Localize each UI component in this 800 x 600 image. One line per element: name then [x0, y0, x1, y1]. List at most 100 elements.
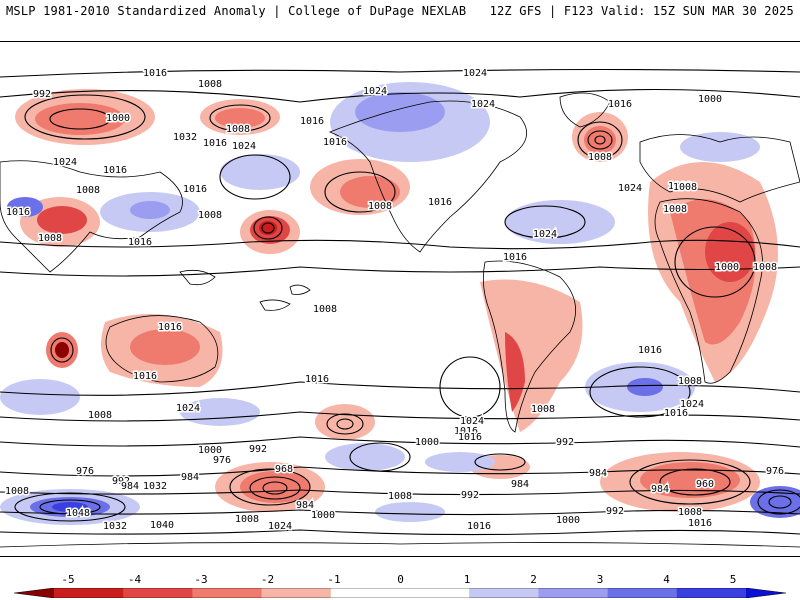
isobar-label: 976: [766, 466, 784, 477]
isobar-label: 992: [461, 490, 479, 501]
isobar-label: 1000: [311, 510, 335, 521]
isobar-label: 1008: [88, 410, 112, 421]
isobar-label: 1016: [638, 345, 662, 356]
anomaly-colorbar: [14, 588, 786, 598]
isobar-label: 1032: [103, 521, 127, 532]
isobar-label: 1008: [668, 181, 692, 192]
isobar-label: 1000: [556, 515, 580, 526]
colorbar-tick-label: -5: [61, 573, 75, 586]
isobar-label: 1008: [38, 233, 62, 244]
isobar-label: 1016: [183, 184, 207, 195]
isobar-label: 1040: [150, 520, 174, 531]
isobar-label: 1008: [753, 262, 777, 273]
map-title: MSLP 1981-2010 Standardized Anomaly | Co…: [6, 4, 467, 18]
isobar-label: 1024: [618, 183, 642, 194]
isobar-label: 1008: [678, 507, 702, 518]
isobar-label: 1024: [533, 229, 557, 240]
colorbar-segment: [330, 588, 401, 598]
isobar-label: 1016: [143, 68, 167, 79]
colorbar-tick-label: 2: [530, 573, 537, 586]
isobar-label: 1016: [467, 521, 491, 532]
isobar-label: 1032: [143, 481, 167, 492]
isobar-label: 992: [33, 89, 51, 100]
isobar-label: 1016: [454, 426, 478, 437]
isobar-label: 1016: [203, 138, 227, 149]
isobar-label: 1000: [715, 262, 739, 273]
isobar-label: 992: [249, 444, 267, 455]
isobar-label: 984: [121, 481, 139, 492]
isobar-label: 1024: [53, 157, 77, 168]
isobar-label: 1000: [698, 94, 722, 105]
isobar-label: 960: [696, 479, 714, 490]
isobar-label: 1016: [158, 322, 182, 333]
isobar-label: 1024: [232, 141, 256, 152]
coastlines: [0, 92, 800, 548]
isobar-label: 1000: [415, 437, 439, 448]
isobar-label: 984: [181, 472, 199, 483]
isobar-label: 1008: [76, 185, 100, 196]
colorbar-segment: [676, 588, 747, 598]
isobar-label: 1000: [198, 445, 222, 456]
isobar-label: 1016: [103, 165, 127, 176]
isobar-label: 1008: [368, 201, 392, 212]
isobar-label: 1016: [664, 408, 688, 419]
colorbar-tick-label: 4: [663, 573, 670, 586]
isobar-label: 1016: [305, 374, 329, 385]
isobar-label: 1024: [460, 416, 484, 427]
colorbar-tick-label: -3: [194, 573, 208, 586]
colorbar-segment: [192, 588, 263, 598]
colorbar-tick-label: -2: [260, 573, 275, 586]
isobar-label: 1024: [471, 99, 495, 110]
isobar-label: 1016: [503, 252, 527, 263]
isobar-label: 1008: [235, 514, 259, 525]
isobar-label: 1024: [176, 403, 200, 414]
isobar-label: 1016: [323, 137, 347, 148]
colorbar-segment: [400, 588, 470, 598]
colorbar-segment: [54, 588, 124, 598]
isobar-label: 1008: [313, 304, 337, 315]
isobar-label: 1016: [133, 371, 157, 382]
isobar-label: 1024: [463, 68, 487, 79]
isobar-label: 1024: [363, 86, 387, 97]
isobar-label: 1024: [268, 521, 292, 532]
colorbar-tick-label: 0: [397, 573, 404, 586]
isobar-label: 976: [76, 466, 94, 477]
isobar-label: 1008: [198, 210, 222, 221]
isobar-label: 984: [296, 500, 314, 511]
isobar-label: 976: [213, 455, 231, 466]
isobar-label: 1000: [106, 113, 130, 124]
isobar-label: 1016: [608, 99, 632, 110]
isobar-label: 1016: [688, 518, 712, 529]
colorbar-tick-label: -4: [127, 573, 142, 586]
isobar-label: 1008: [678, 376, 702, 387]
isobar-label: 992: [112, 476, 130, 487]
colorbar-tick-label: 1: [463, 573, 471, 586]
isobar-label: 1016: [300, 116, 324, 127]
isobar-label: 1016: [128, 237, 152, 248]
isobar-label: 1008: [673, 182, 697, 193]
isobar-label: 1048: [66, 508, 90, 519]
isobar-label: 1008: [5, 486, 29, 497]
isobar-label: 1008: [388, 491, 412, 502]
isobar-label: 1016: [458, 432, 482, 443]
isobar-label: 1008: [198, 79, 222, 90]
isobar-label: 1008: [226, 124, 250, 135]
model-run-info: 12Z GFS | F123 Valid: 15Z SUN MAR 30 202…: [489, 4, 794, 18]
isobar-label: 1024: [680, 399, 704, 410]
isobar-label: 1008: [663, 204, 687, 215]
colorbar-tick-label: 3: [596, 573, 604, 586]
colorbar-max-arrow: [746, 588, 786, 598]
isobar-label: 984: [589, 468, 607, 479]
colorbar-tick-labels: -5 -4 -3 -2 -1 0 1 2 3 4 5: [0, 573, 800, 587]
colorbar-segment: [538, 588, 609, 598]
colorbar-segment: [261, 588, 332, 598]
colorbar-segment: [123, 588, 193, 598]
map-panel: 1016 1008 1024 1000 992 1000 1008 1032 1024 1024 1…: [0, 41, 800, 557]
isobar-contours: [0, 68, 800, 536]
colorbar-tick-label: 5: [729, 573, 737, 586]
colorbar-segment: [469, 588, 539, 598]
isobar-label: 1016: [6, 207, 30, 218]
colorbar-segment: [607, 588, 678, 598]
